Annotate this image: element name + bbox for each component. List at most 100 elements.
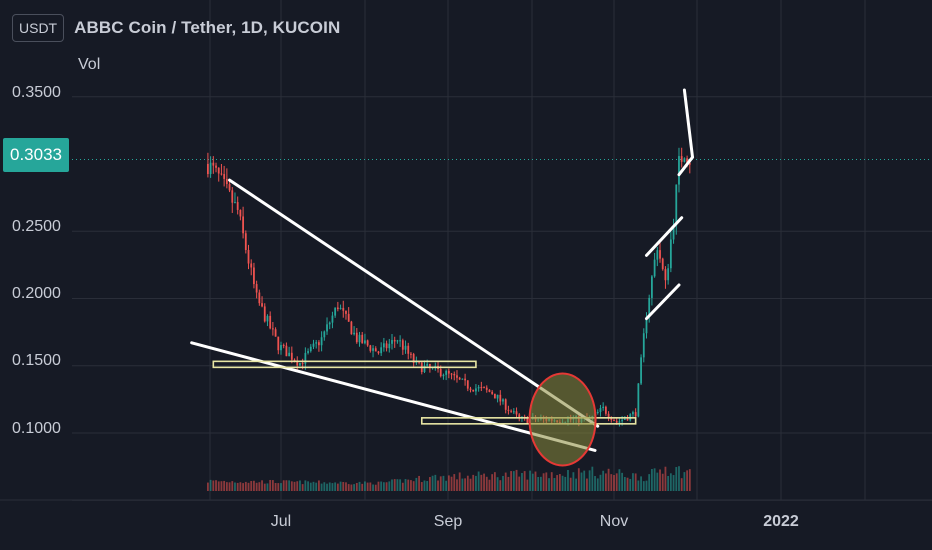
volume-bar (380, 481, 383, 491)
candle-body (280, 345, 282, 351)
candle-body (315, 342, 318, 344)
volume-bar (558, 474, 561, 491)
volume-bar (350, 484, 353, 491)
candle-body (269, 315, 272, 329)
volume-bar (588, 470, 591, 491)
volume-bar (334, 482, 337, 491)
volume-bar (575, 478, 577, 491)
candle-body (466, 380, 469, 389)
volume-bar (290, 481, 293, 491)
volume-bar (564, 476, 567, 491)
volume-bar (580, 472, 583, 491)
volume-bar (637, 480, 640, 491)
candle-body (626, 418, 629, 421)
volume-bar (518, 476, 521, 491)
volume-bar (396, 479, 399, 491)
volume-bar (280, 483, 282, 491)
volume-bar (510, 471, 513, 491)
candle-body (607, 413, 610, 418)
volume-bar (586, 478, 588, 491)
candle-body (336, 307, 339, 310)
candle-body (266, 315, 269, 322)
candle-body (613, 419, 615, 421)
candle-body (372, 348, 374, 351)
volume-bar (410, 480, 412, 491)
candle-body (477, 387, 480, 389)
volume-bar (553, 477, 556, 491)
candle-body (659, 250, 661, 259)
currency-badge[interactable]: USDT (12, 14, 65, 42)
candle-body (304, 352, 307, 364)
candle-body (347, 313, 350, 322)
volume-bar (382, 482, 385, 491)
candle-body (296, 361, 299, 366)
candle-body (447, 370, 450, 374)
volume-bar (615, 473, 618, 491)
volume-bar (594, 476, 596, 491)
candle-body (632, 412, 634, 415)
volume-bar (301, 484, 304, 491)
candle-body (396, 340, 399, 342)
volume-bar (296, 481, 299, 491)
candle-body (488, 389, 491, 392)
volume-bar (529, 470, 531, 491)
volume-bar (669, 473, 672, 491)
volume-bar (472, 474, 475, 491)
volume-bar (477, 471, 480, 491)
volume-bar (572, 472, 575, 491)
candle-body (361, 334, 364, 344)
candle-body (499, 394, 502, 402)
volume-bar (629, 478, 632, 491)
volume-bar (475, 475, 477, 491)
volume-bar (391, 479, 393, 491)
candle-body (683, 158, 686, 162)
volume-bar (659, 469, 661, 491)
candle-body (358, 334, 361, 343)
candle-body (648, 297, 651, 317)
candle-body (404, 345, 407, 350)
candle-body (366, 340, 369, 346)
candle-body (510, 410, 513, 412)
candle-body (610, 417, 613, 420)
candle-body (209, 162, 212, 175)
volume-bar (512, 471, 515, 491)
candle-body (461, 378, 464, 380)
volume-bar (307, 481, 309, 491)
candle-body (239, 209, 242, 217)
candle-body (320, 337, 323, 346)
volume-bar (407, 479, 410, 491)
candle-body (661, 258, 664, 270)
candle-body (680, 156, 683, 162)
volume-bar (231, 481, 234, 491)
volume-bar (577, 468, 580, 491)
volume-bar (318, 480, 320, 491)
candle-body (678, 156, 680, 185)
volume-indicator-label[interactable]: Vol (78, 56, 101, 73)
candle-body (274, 329, 277, 337)
volume-bar (672, 475, 675, 491)
volume-bar (209, 479, 212, 491)
volume-bar (556, 475, 559, 491)
y-tick-label: 0.2000 (12, 285, 61, 302)
volume-bar (361, 483, 364, 491)
candle-body (342, 307, 345, 311)
candle-body (225, 178, 228, 185)
candle-body (223, 174, 226, 179)
volume-bar (247, 482, 250, 491)
volume-bar (678, 466, 680, 491)
volume-bar (618, 469, 621, 491)
candle-body (642, 333, 645, 358)
volume-bar (550, 472, 553, 491)
candle-body (450, 373, 453, 375)
volume-bar (255, 482, 258, 491)
candle-body (458, 377, 461, 380)
candle-body (483, 387, 485, 389)
candle-body (277, 336, 280, 351)
volume-bar (688, 469, 691, 491)
candle-body (399, 340, 402, 342)
candle-body (244, 233, 247, 250)
candle-body (290, 352, 293, 360)
volume-bar (439, 476, 442, 491)
